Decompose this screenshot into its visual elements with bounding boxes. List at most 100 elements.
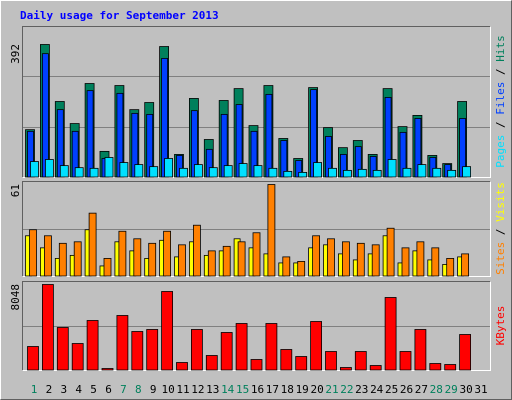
bar [118,230,127,277]
legend-separator: / [494,62,507,82]
bar [42,284,54,371]
x-tick-label: 16 [251,383,264,396]
bar [327,238,335,277]
x-tick-label: 25 [385,383,398,396]
bar [414,329,427,371]
bar [341,241,350,277]
bar [134,164,144,178]
legend-entry: KBytes [494,306,507,346]
bar [119,162,129,178]
bar [179,167,188,178]
bar [268,167,278,178]
bar [401,247,410,277]
bar [116,315,129,371]
bar [235,323,248,371]
x-tick-label: 1 [31,383,38,396]
bar [295,356,308,371]
bar [399,351,412,371]
x-tick-label: 20 [310,383,323,396]
bar [371,244,380,277]
legend-entry: Files [494,82,507,115]
bar [282,256,291,277]
bar [417,164,427,178]
bar [325,351,337,371]
bar [313,162,323,178]
y-tick-label: 392 [9,44,22,64]
panel-edge-dark [22,281,491,371]
bar [208,167,218,178]
x-tick-label: 9 [150,383,157,396]
bar [104,157,114,178]
bar [86,90,94,178]
bar [312,235,321,277]
bar [193,164,203,178]
bar [103,258,112,277]
bar [220,332,233,371]
x-tick-label: 6 [105,383,112,396]
bar [280,349,293,371]
bar [461,253,470,277]
bar [459,334,472,371]
bar [58,242,67,277]
x-tick-label: 8 [135,383,142,396]
x-tick-label: 4 [75,383,82,396]
bar [146,329,159,371]
bar [447,169,457,178]
x-tick-label: 28 [430,383,443,396]
panel-edge-dark [22,181,491,277]
x-tick-label: 27 [415,383,428,396]
legend-separator: / [494,222,507,242]
bar [429,363,442,371]
bar [357,168,367,178]
legend: Sites / Visits [494,182,507,275]
bar [29,229,37,277]
x-tick-label: 7 [120,383,127,396]
bar [45,159,54,178]
x-tick-label: 21 [325,383,338,396]
bar [42,53,49,178]
legend-entry: Pages [494,135,507,168]
x-tick-label: 5 [90,383,97,396]
bar [342,169,352,178]
x-tick-label: 26 [400,383,413,396]
panel-edge-light [22,281,491,371]
legend: Pages / Files / Hits [494,35,507,168]
bar [446,258,455,277]
legend-entry: Hits [494,35,507,62]
bar [297,261,306,277]
bar [298,172,308,178]
bar [176,362,188,371]
x-tick-label: 11 [176,383,189,396]
bar [223,165,233,178]
bar [265,93,273,178]
bar [384,297,397,371]
bar [372,169,382,178]
bar [387,159,397,178]
bar [432,167,442,178]
bar [133,238,142,277]
bar [74,167,84,178]
legend-separator: / [494,115,507,135]
bar [59,165,69,178]
bar [369,365,382,371]
bar [238,163,248,178]
bar [178,244,186,277]
bar [101,368,114,371]
bar [71,343,84,371]
x-tick-label: 22 [340,383,353,396]
x-tick-label: 19 [296,383,309,396]
bar [267,184,276,277]
bar [30,161,39,178]
bar [356,242,365,277]
bar [44,235,52,277]
x-tick-label: 23 [355,383,368,396]
bar [56,327,69,371]
bar [253,165,263,178]
bar [89,167,99,178]
bar [163,230,172,277]
bar [252,232,261,277]
bar [416,241,425,277]
bar [131,331,144,371]
